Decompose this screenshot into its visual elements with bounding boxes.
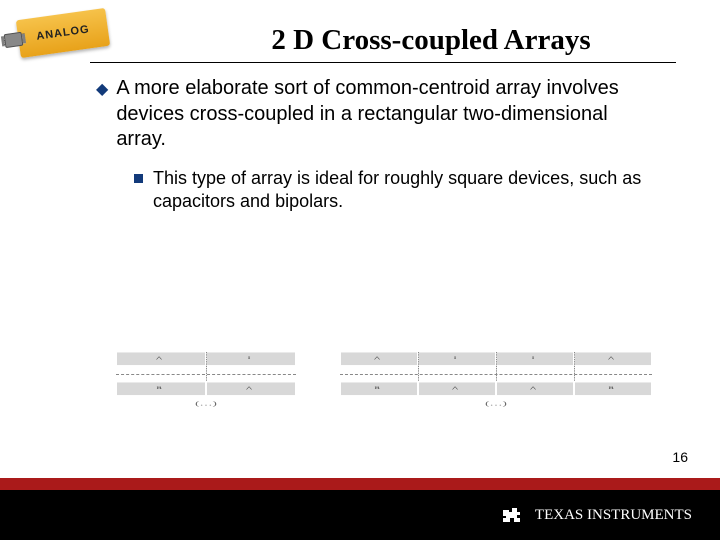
cell: ^ [206,382,296,396]
ti-logo: TEXAS INSTRUMENTS [501,507,692,524]
array-B-vline1 [418,352,419,381]
footer-red-bar [0,478,720,490]
bullet-level1-text: A more elaborate sort of common-centroid… [116,76,660,153]
array-A-vline [206,352,207,381]
cell: ^ [418,382,496,396]
page-number: 16 [672,449,688,465]
slide-title: 2 D Cross-coupled Arrays [182,24,680,57]
cell: ^ [496,382,574,396]
square-bullet-icon [134,174,143,183]
analog-logo-badge: ANALOG [16,8,110,58]
bullet-block: ◆ A more elaborate sort of common-centro… [96,76,660,213]
arrays-region: ^ ᴵ ᴮ ^ (…) ^ ᴵ ᴵ ^ ᴮ ^ ^ ᴮ [116,352,652,416]
array-A-caption: (…) [116,400,296,407]
diamond-bullet-icon: ◆ [96,80,108,157]
array-B: ^ ᴵ ᴵ ^ ᴮ ^ ^ ᴮ (…) [340,352,652,416]
array-B-vline3 [574,352,575,381]
title-underline [90,62,676,63]
cell: ᴵ [206,352,296,366]
bullet-level2: This type of array is ideal for roughly … [134,167,660,213]
footer-black-bar: TEXAS INSTRUMENTS [0,490,720,540]
cell: ᴮ [340,382,418,396]
cell: ᴮ [574,382,652,396]
ti-chip-icon [501,507,527,523]
bullet-level1: ◆ A more elaborate sort of common-centro… [96,76,660,153]
cell: ᴵ [418,352,496,366]
array-A: ^ ᴵ ᴮ ^ (…) [116,352,296,416]
cell: ᴮ [116,382,206,396]
ti-brand-text: TEXAS INSTRUMENTS [535,507,692,524]
array-B-vline2 [496,352,497,381]
array-B-caption: (…) [340,400,652,407]
cell: ^ [574,352,652,366]
logo-text: ANALOG [36,23,91,42]
cell: ᴵ [496,352,574,366]
cell: ^ [116,352,206,366]
cell: ^ [340,352,418,366]
bullet-level2-text: This type of array is ideal for roughly … [153,167,660,213]
chip-icon [4,32,24,48]
